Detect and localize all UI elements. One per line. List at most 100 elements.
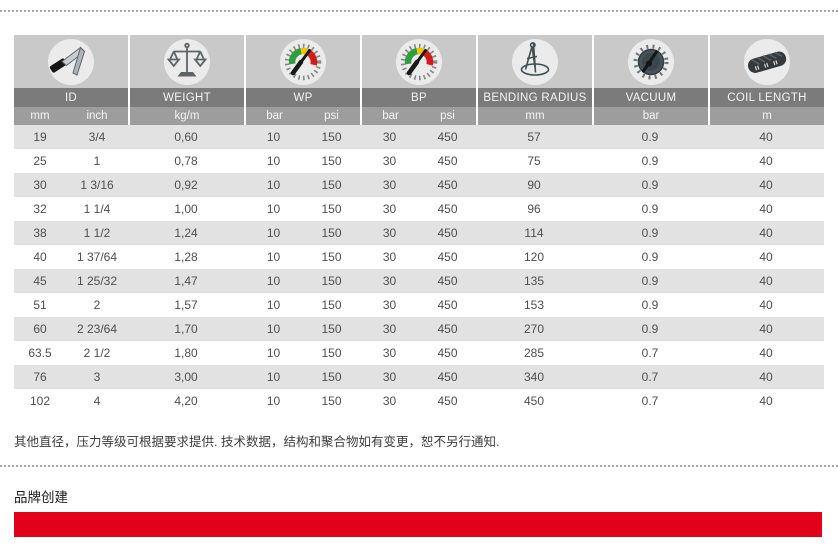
table-cell: 40 (759, 394, 773, 408)
table-cell: 10 (266, 298, 281, 312)
bottom-divider (0, 465, 838, 467)
table-cell: 4 (93, 394, 101, 408)
table-row: 32 1 1/4 1,00 10 150 30 450 96 0.9 40 (14, 197, 824, 221)
table-cell: 450 (437, 394, 458, 408)
table-cell: 114 (524, 226, 544, 240)
table-cell: 96 (527, 202, 541, 216)
table-cell: 40 (759, 250, 773, 264)
table-cell: 10 (266, 346, 281, 360)
table-cell: 1,70 (174, 322, 198, 336)
table-cell: 150 (321, 322, 342, 336)
column-title: BP (411, 91, 427, 104)
table-cell: 30 (382, 226, 397, 240)
table-cell: 40 (33, 250, 47, 264)
table-cell: 150 (321, 274, 342, 288)
table-row: 25 1 0,78 10 150 30 450 75 0.9 40 (14, 149, 824, 173)
table-cell: 1,57 (174, 298, 198, 312)
column-title: BENDING RADIUS (483, 91, 587, 104)
table-cell: 0.9 (641, 226, 659, 240)
table-cell: 40 (759, 370, 773, 384)
column-title: ID (64, 91, 78, 104)
table-cell: 3/4 (88, 130, 106, 144)
table-cell: 40 (759, 226, 773, 240)
table-cell: 450 (437, 250, 458, 264)
column-group-bending-radius: BENDING RADIUS mm (478, 35, 592, 125)
scale-icon (164, 38, 210, 85)
table-cell: 0.9 (641, 322, 659, 336)
table-cell: 40 (759, 202, 773, 216)
table-cell: 30 (382, 346, 397, 360)
table-cell: 450 (437, 178, 458, 192)
top-divider (0, 10, 838, 12)
table-cell: 1,24 (174, 226, 198, 240)
table-cell: 10 (266, 154, 281, 168)
table-cell: 0.9 (641, 178, 659, 192)
table-cell: 0.7 (641, 370, 659, 384)
unit-label: psi (440, 110, 455, 122)
table-cell: 76 (33, 370, 47, 384)
table-body: 19 3/4 0,60 10 150 30 450 57 0.9 40 25 1 0,78 10 150 30… (14, 125, 824, 413)
column-group-wp: WP bar psi (246, 35, 360, 125)
table-row: 30 1 3/16 0,92 10 150 30 450 90 0.9 40 (14, 173, 824, 197)
spec-table: ID mm inch (14, 35, 824, 413)
table-cell: 1 (93, 154, 101, 168)
table-cell: 135 (523, 274, 545, 288)
table-cell: 120 (523, 250, 545, 264)
table-cell: 30 (382, 370, 397, 384)
table-cell: 150 (321, 346, 342, 360)
table-cell: 2 (93, 298, 101, 312)
unit-label: mm (525, 110, 545, 122)
table-cell: 10 (266, 322, 281, 336)
table-cell: 3 (93, 370, 101, 384)
table-cell: 10 (266, 202, 281, 216)
table-cell: 40 (759, 154, 773, 168)
column-title: COIL LENGTH (727, 91, 807, 104)
table-cell: 40 (759, 298, 773, 312)
column-title: WEIGHT (163, 91, 211, 104)
table-cell: 0,92 (174, 178, 198, 192)
table-cell: 10 (266, 178, 281, 192)
table-cell: 30 (382, 154, 397, 168)
table-cell: 1,28 (174, 250, 198, 264)
table-cell: 30 (33, 178, 47, 192)
table-cell: 10 (266, 226, 281, 240)
table-cell: 102 (29, 394, 51, 408)
table-cell: 57 (527, 130, 541, 144)
footnote: 其他直径，压力等级可根据要求提供. 技术数据，结构和聚合物如有变更，恕不另行通知… (14, 435, 500, 449)
table-cell: 340 (523, 370, 545, 384)
unit-label: bar (382, 110, 399, 122)
table-cell: 1 37/64 (76, 250, 118, 264)
table-cell: 32 (33, 202, 47, 216)
table-cell: 450 (523, 394, 545, 408)
table-cell: 270 (523, 322, 545, 336)
compass-icon (512, 38, 558, 85)
table-cell: 3,00 (174, 370, 198, 384)
table-cell: 0,78 (174, 154, 198, 168)
table-cell: 1 25/32 (76, 274, 118, 288)
table-cell: 150 (321, 250, 342, 264)
table-row: 38 1 1/2 1,24 10 150 30 450 114 0.9 40 (14, 221, 824, 245)
table-cell: 150 (321, 298, 342, 312)
table-cell: 285 (523, 346, 545, 360)
table-cell: 30 (382, 322, 397, 336)
column-group-coil-length: COIL LENGTH m (710, 35, 824, 125)
table-cell: 150 (321, 154, 342, 168)
table-cell: 1,00 (174, 202, 198, 216)
table-cell: 0.9 (641, 130, 659, 144)
table-cell: 40 (759, 130, 773, 144)
table-cell: 0.7 (641, 394, 659, 408)
coil-icon (744, 38, 790, 85)
table-cell: 0.9 (641, 274, 659, 288)
table-cell: 1 1/4 (83, 202, 111, 216)
column-group-weight: WEIGHT kg/m (130, 35, 244, 125)
table-cell: 450 (437, 226, 458, 240)
unit-label: m (762, 110, 772, 122)
table-cell: 0.7 (641, 346, 659, 360)
table-cell: 63.5 (28, 346, 52, 360)
table-row: 40 1 37/64 1,28 10 150 30 450 120 0.9 40 (14, 245, 824, 269)
table-cell: 40 (759, 274, 773, 288)
table-row: 19 3/4 0,60 10 150 30 450 57 0.9 40 (14, 125, 824, 149)
brand-red-bar (14, 512, 822, 537)
column-title: WP (293, 91, 313, 104)
column-group-bp: BP bar psi (362, 35, 476, 125)
